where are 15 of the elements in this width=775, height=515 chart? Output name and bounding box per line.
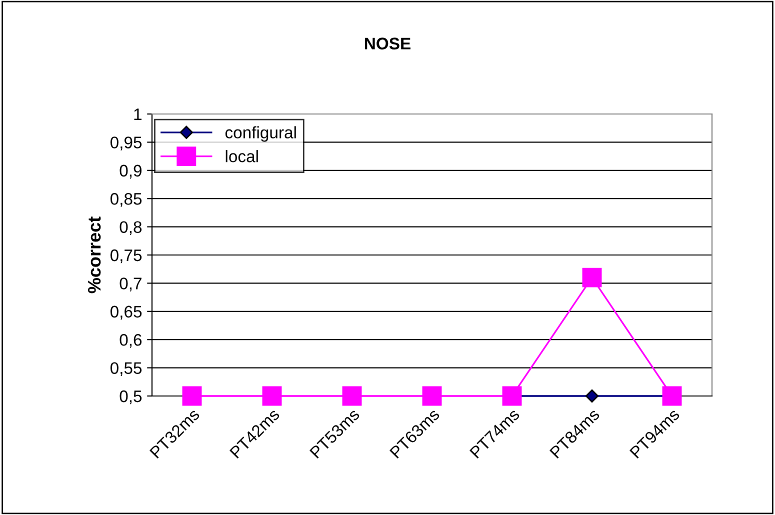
y-tick-label: 0,75 bbox=[110, 249, 142, 264]
y-tick-label: 0,85 bbox=[110, 193, 142, 207]
y-axis-title: %correct bbox=[88, 216, 101, 294]
y-tick-label: 0,6 bbox=[120, 334, 142, 348]
y-tick-label: 0,8 bbox=[120, 221, 142, 235]
y-tick-label: 1 bbox=[134, 108, 142, 120]
y-tick-label: 0,65 bbox=[110, 306, 142, 320]
y-tick-label: 0,55 bbox=[110, 362, 142, 376]
y-tick-label: 0,9 bbox=[120, 164, 142, 179]
legend-label: local bbox=[226, 150, 258, 162]
chart-title: NOSE bbox=[364, 38, 410, 50]
legend-label: configural bbox=[225, 126, 296, 142]
y-tick-label: 0,95 bbox=[110, 136, 142, 150]
y-tick-label: 0,7 bbox=[120, 278, 142, 292]
y-tick-label: 0,5 bbox=[120, 390, 142, 404]
